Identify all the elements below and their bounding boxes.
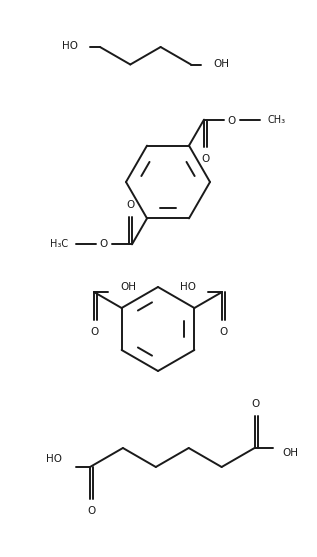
Text: O: O [219, 327, 227, 337]
Text: OH: OH [213, 58, 229, 69]
Text: O: O [100, 240, 108, 250]
Text: O: O [91, 327, 99, 337]
Text: OH: OH [282, 448, 299, 458]
Text: O: O [201, 154, 209, 164]
Text: CH₃: CH₃ [268, 115, 286, 125]
Text: HO: HO [46, 454, 62, 464]
Text: OH: OH [120, 282, 136, 292]
Text: O: O [228, 116, 236, 126]
Text: H₃C: H₃C [50, 240, 68, 250]
Text: O: O [127, 201, 135, 211]
Text: O: O [251, 399, 260, 409]
Text: HO: HO [180, 282, 196, 292]
Text: O: O [87, 506, 95, 516]
Text: HO: HO [62, 41, 78, 51]
